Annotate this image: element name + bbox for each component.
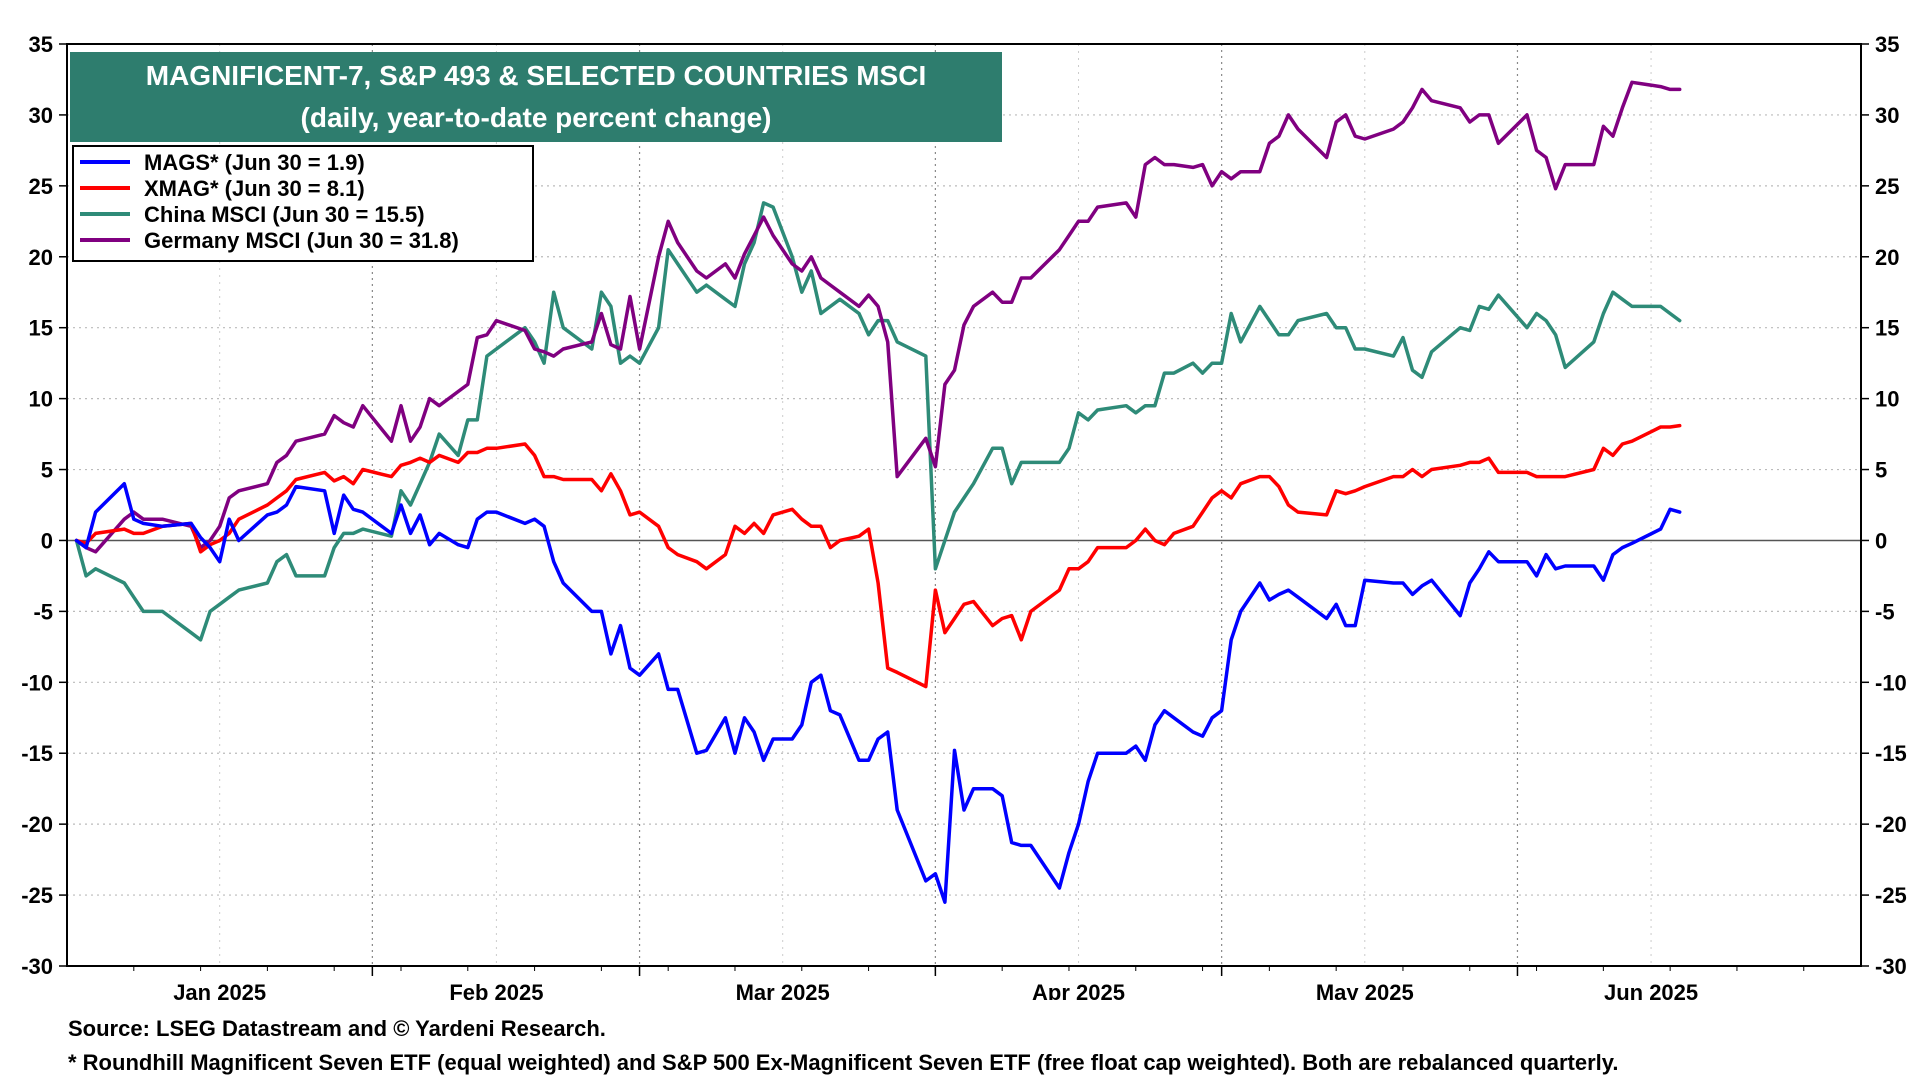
y-tick-label-left: 5 bbox=[41, 458, 53, 483]
y-tick-label-left: -10 bbox=[21, 670, 53, 695]
y-tick-label-right: 0 bbox=[1875, 528, 1887, 553]
legend-label-china: China MSCI (Jun 30 = 15.5) bbox=[144, 202, 425, 227]
legend: MAGS* (Jun 30 = 1.9)XMAG* (Jun 30 = 8.1)… bbox=[72, 145, 534, 262]
legend-box bbox=[72, 145, 534, 262]
series-line-china bbox=[74, 201, 1682, 642]
y-tick-label-left: -25 bbox=[21, 883, 53, 908]
chart-title: MAGNIFICENT-7, S&P 493 & SELECTED COUNTR… bbox=[146, 60, 927, 91]
chart-svg: 35 35 30 30 25 25 20 20 15 15 10 10 5 5 0 0 -5 -5 -10 -10 -1… bbox=[21, 32, 1907, 1005]
series-layer bbox=[74, 80, 1682, 904]
grid-layer bbox=[67, 44, 1861, 966]
y-tick-label-left: -15 bbox=[21, 741, 53, 766]
y-tick-label-right: -25 bbox=[1875, 883, 1907, 908]
x-tick-label: Feb 2025 bbox=[449, 980, 543, 1000]
series-line-mags bbox=[74, 481, 1682, 904]
legend-label-mags: MAGS* (Jun 30 = 1.9) bbox=[144, 150, 365, 175]
x-tick-label: Jun 2025 bbox=[1604, 980, 1698, 1000]
y-tick-label-left: 15 bbox=[29, 316, 53, 341]
y-tick-label-right: 5 bbox=[1875, 458, 1887, 483]
y-tick-label-right: -10 bbox=[1875, 670, 1907, 695]
legend-label-germany: Germany MSCI (Jun 30 = 31.8) bbox=[144, 228, 459, 253]
y-tick-label-right: -30 bbox=[1875, 954, 1907, 979]
y-tick-label-right: -5 bbox=[1875, 599, 1895, 624]
y-tick-label-right: 20 bbox=[1875, 245, 1899, 270]
plot-frame bbox=[66, 43, 1862, 967]
title-box: MAGNIFICENT-7, S&P 493 & SELECTED COUNTR… bbox=[70, 52, 1002, 142]
series-line-xmag bbox=[74, 423, 1682, 689]
footnote: * Roundhill Magnificent Seven ETF (equal… bbox=[68, 1050, 1619, 1075]
x-tick-label: May 2025 bbox=[1316, 980, 1414, 1000]
y-tick-label-right: -15 bbox=[1875, 741, 1907, 766]
y-tick-label-left: 0 bbox=[41, 528, 53, 553]
chart-subtitle: (daily, year-to-date percent change) bbox=[301, 102, 772, 133]
title-box-background bbox=[70, 52, 1002, 142]
x-tick-label: Apr 2025 bbox=[1032, 980, 1125, 1000]
y-tick-label-left: 20 bbox=[29, 245, 53, 270]
y-tick-label-right: -20 bbox=[1875, 812, 1907, 837]
x-tick-label: Mar 2025 bbox=[736, 980, 830, 1000]
source-note: Source: LSEG Datastream and © Yardeni Re… bbox=[68, 1016, 606, 1041]
y-tick-label-right: 30 bbox=[1875, 103, 1899, 128]
y-tick-label-left: -30 bbox=[21, 954, 53, 979]
series-line-germany bbox=[74, 80, 1682, 554]
y-tick-label-left: 35 bbox=[29, 32, 53, 57]
y-tick-label-right: 10 bbox=[1875, 387, 1899, 412]
y-tick-label-left: 10 bbox=[29, 387, 53, 412]
legend-label-xmag: XMAG* (Jun 30 = 8.1) bbox=[144, 176, 365, 201]
y-tick-label-left: 25 bbox=[29, 174, 53, 199]
y-tick-label-right: 25 bbox=[1875, 174, 1899, 199]
y-tick-label-right: 35 bbox=[1875, 32, 1899, 57]
x-tick-label: Jan 2025 bbox=[173, 980, 266, 1000]
y-tick-label-right: 15 bbox=[1875, 316, 1899, 341]
y-tick-label-left: 30 bbox=[29, 103, 53, 128]
y-tick-label-left: -20 bbox=[21, 812, 53, 837]
y-tick-label-left: -5 bbox=[33, 599, 53, 624]
